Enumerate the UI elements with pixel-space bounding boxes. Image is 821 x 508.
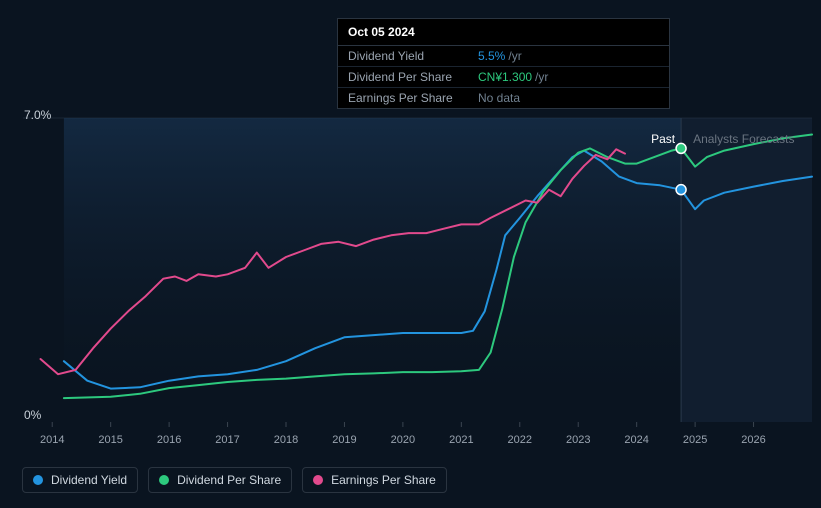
legend-item[interactable]: Dividend Per Share [148, 467, 292, 493]
tooltip-row: Earnings Per ShareNo data [338, 88, 669, 108]
tooltip-row-label: Earnings Per Share [348, 91, 478, 105]
tooltip-row-label: Dividend Yield [348, 49, 478, 63]
x-tick-label: 2016 [157, 434, 181, 446]
legend-swatch-icon [313, 475, 323, 485]
chart-tooltip: Oct 05 2024 Dividend Yield5.5%/yrDividen… [337, 18, 670, 109]
forecast-label: Analysts Forecasts [693, 132, 794, 146]
x-tick-label: 2018 [274, 434, 298, 446]
y-axis-min-label: 0% [24, 408, 41, 422]
tooltip-row-label: Dividend Per Share [348, 70, 478, 84]
x-tick-label: 2015 [98, 434, 122, 446]
tooltip-row-suffix: /yr [535, 70, 548, 84]
tooltip-row-value: CN¥1.300 [478, 70, 532, 84]
x-tick-label: 2017 [215, 434, 239, 446]
tooltip-row: Dividend Per ShareCN¥1.300/yr [338, 67, 669, 88]
x-tick-label: 2025 [683, 434, 707, 446]
legend-item-label: Dividend Yield [51, 473, 127, 487]
tooltip-row-value: 5.5% [478, 49, 505, 63]
x-tick-label: 2014 [40, 434, 64, 446]
x-tick-label: 2021 [449, 434, 473, 446]
tooltip-row-value: No data [478, 91, 520, 105]
x-tick-label: 2023 [566, 434, 590, 446]
tooltip-date: Oct 05 2024 [338, 19, 669, 46]
tooltip-row: Dividend Yield5.5%/yr [338, 46, 669, 67]
legend-item-label: Earnings Per Share [331, 473, 436, 487]
y-axis-max-label: 7.0% [24, 108, 51, 122]
legend-swatch-icon [159, 475, 169, 485]
tooltip-row-suffix: /yr [508, 49, 521, 63]
x-tick-label: 2019 [332, 434, 356, 446]
legend-swatch-icon [33, 475, 43, 485]
past-label: Past [651, 132, 675, 146]
x-tick-label: 2022 [508, 434, 532, 446]
x-tick-label: 2026 [741, 434, 765, 446]
chart-container: 7.0% 0% 2014 2015 2016 2017 2018 2019 2020 2021… [0, 0, 821, 508]
legend-item-label: Dividend Per Share [177, 473, 281, 487]
legend-item[interactable]: Earnings Per Share [302, 467, 447, 493]
x-tick-label: 2024 [624, 434, 648, 446]
x-axis: 2014 2015 2016 2017 2018 2019 2020 2021 2022 2023… [0, 434, 821, 450]
legend: Dividend Yield Dividend Per Share Earnings… [22, 467, 447, 493]
x-tick-label: 2020 [391, 434, 415, 446]
legend-item[interactable]: Dividend Yield [22, 467, 138, 493]
